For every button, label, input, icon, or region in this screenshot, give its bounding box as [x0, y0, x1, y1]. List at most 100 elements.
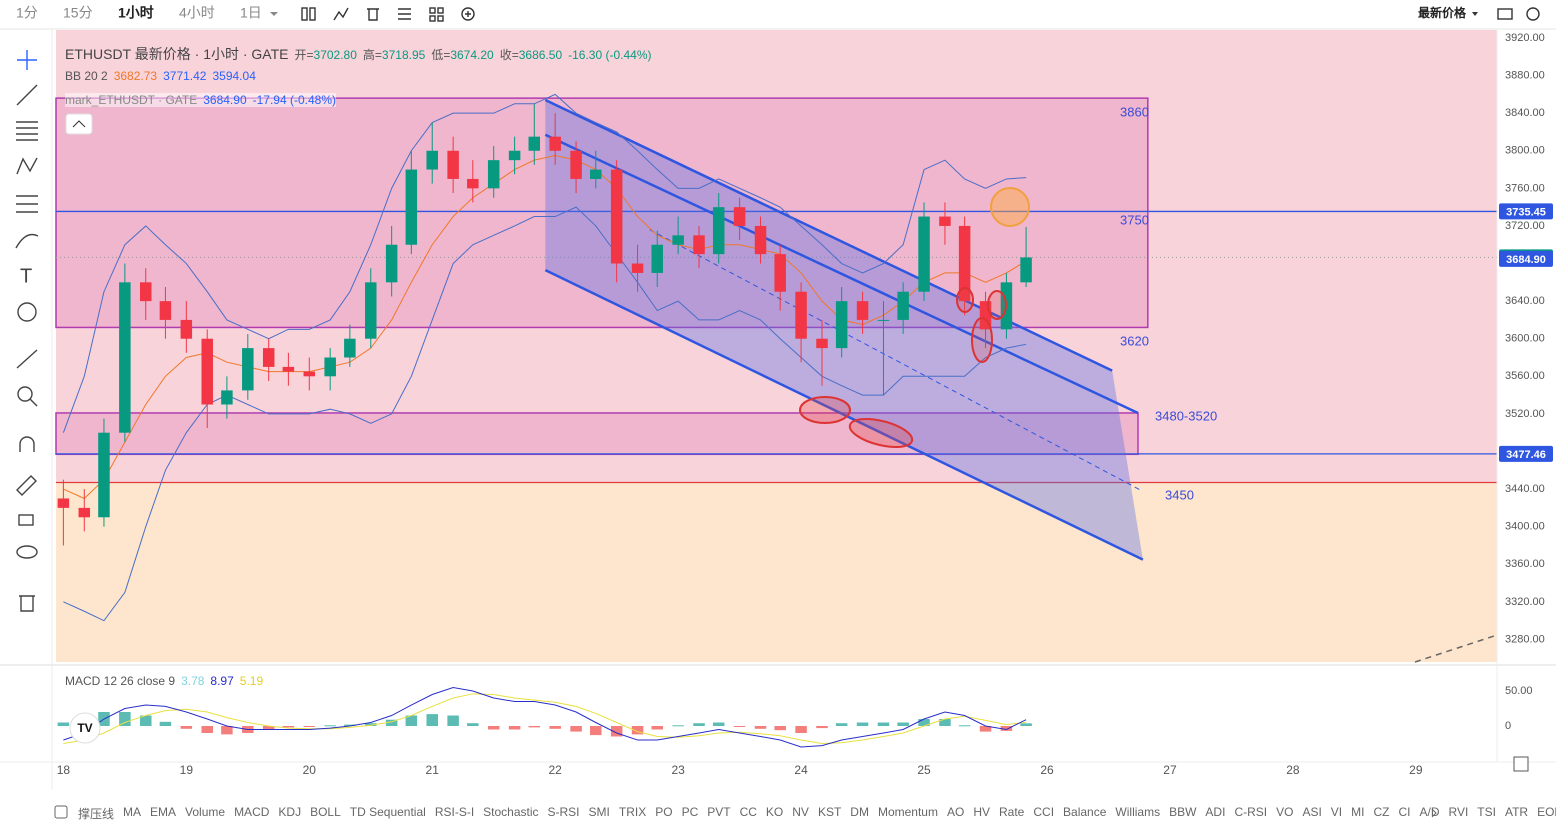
indicator-item[interactable]: ADI: [1205, 805, 1226, 819]
indicator-item[interactable]: TRIX: [618, 805, 647, 819]
mark-change: -17.94 (-0.48%): [252, 93, 336, 107]
candle-body: [221, 390, 233, 405]
indicator-item[interactable]: KDJ: [278, 805, 302, 819]
indicator-item[interactable]: MI: [1351, 805, 1365, 819]
calendar-icon[interactable]: [54, 805, 68, 819]
indicator-item[interactable]: RSI-S-I: [434, 805, 475, 819]
indicator-item[interactable]: TSI: [1477, 805, 1496, 819]
indicator-item[interactable]: EOM: [1537, 805, 1556, 819]
dropdown-arrow[interactable]: [1472, 12, 1478, 16]
indicator-item[interactable]: BBW: [1169, 805, 1197, 819]
price-mode[interactable]: 最新价格: [1418, 5, 1467, 20]
candle-body: [733, 207, 746, 226]
candle-body: [877, 319, 890, 321]
indicator-item[interactable]: EMA: [150, 805, 177, 819]
indicator-item[interactable]: BOLL: [310, 805, 341, 819]
indicator-item[interactable]: NV: [792, 805, 809, 819]
candle-body: [487, 160, 500, 189]
price-tag-label: 3477.46: [1506, 449, 1546, 461]
indicator-item[interactable]: C-RSI: [1234, 805, 1268, 819]
x-tick-label: 28: [1286, 763, 1300, 777]
candle-body: [98, 432, 110, 518]
y-tick-label: 3360.00: [1505, 558, 1545, 570]
indicator-item[interactable]: TD Sequential: [349, 805, 426, 819]
y-tick-label: 3320.00: [1505, 596, 1545, 608]
indicator-item[interactable]: RVI: [1448, 805, 1469, 819]
indicator-item[interactable]: VO: [1276, 805, 1294, 819]
collapse-icon[interactable]: [72, 120, 86, 128]
indicator-item[interactable]: Stochastic: [483, 805, 539, 819]
indicator-item[interactable]: DM: [850, 805, 869, 819]
left-toolbar[interactable]: T: [15, 50, 39, 612]
legend-label: 高=: [362, 48, 382, 62]
interval[interactable]: 1分: [16, 5, 38, 21]
indicator-item[interactable]: KST: [817, 805, 842, 819]
macd-hist: [180, 725, 193, 729]
interval[interactable]: 4小时: [179, 5, 215, 21]
indicator-item[interactable]: KO: [765, 805, 784, 819]
indicator-item[interactable]: S-RSI: [547, 805, 580, 819]
indicator-item[interactable]: ATR: [1504, 805, 1529, 819]
indicator-item[interactable]: PVT: [707, 805, 731, 819]
indicator-item[interactable]: CCI: [1033, 805, 1055, 819]
indicator-item[interactable]: SMI: [588, 805, 610, 819]
candle-body: [549, 136, 561, 151]
interval-active[interactable]: 1小时: [118, 5, 154, 21]
macd-hist: [672, 725, 684, 727]
macd-hist: [835, 723, 848, 726]
indicator-item[interactable]: AO: [946, 805, 965, 819]
price-tag-label: 3684.90: [1506, 254, 1546, 266]
indicator-item[interactable]: ASI: [1302, 805, 1322, 819]
indicator-item[interactable]: A/D: [1419, 805, 1440, 819]
indicator-item[interactable]: PC: [681, 805, 699, 819]
indicator-item[interactable]: CZ: [1373, 805, 1390, 819]
highlight-ellipse: [799, 396, 851, 424]
candle-body: [508, 150, 521, 161]
indicator-item[interactable]: Volume: [185, 805, 226, 819]
macd-hist: [528, 725, 541, 728]
y-tick-label: 3400.00: [1505, 521, 1545, 533]
toolbar-icons[interactable]: [301, 7, 1540, 22]
macd-hist: [712, 722, 725, 726]
macd-hist-value: 3.78: [181, 674, 205, 688]
y-tick-label: 3640.00: [1505, 295, 1545, 307]
macd-hist: [733, 725, 746, 727]
mark-name: mark_ETHUSDT · GATE: [65, 93, 198, 107]
legend-value: 3686.50: [518, 48, 563, 62]
indicator-item[interactable]: Balance: [1063, 805, 1107, 819]
candle-body: [201, 338, 213, 405]
interval[interactable]: 1日: [240, 5, 262, 21]
indicator-item[interactable]: CC: [739, 805, 757, 819]
y-tick-label: 3760.00: [1505, 182, 1545, 194]
indicator-item[interactable]: Williams: [1115, 805, 1161, 819]
candle-body: [651, 244, 663, 273]
candle-body: [610, 169, 623, 264]
collapse-button[interactable]: [65, 113, 93, 135]
macd-hist: [324, 725, 336, 727]
macd-hist: [958, 725, 971, 727]
dropdown-arrow[interactable]: [270, 12, 278, 16]
macd-hist: [939, 719, 951, 726]
price-tag: [1499, 203, 1553, 220]
indicator-item[interactable]: HV: [973, 805, 990, 819]
candle-body: [631, 263, 644, 273]
scale-button[interactable]: [1513, 756, 1529, 772]
text-tool[interactable]: T: [20, 265, 32, 287]
macd-hist: [549, 725, 561, 729]
indicator-item[interactable]: Rate: [999, 805, 1025, 819]
indicator-item[interactable]: Momentum: [877, 805, 938, 819]
macd-hist: [282, 725, 295, 728]
indicator-item[interactable]: CI: [1398, 805, 1411, 819]
macd-hist: [119, 712, 131, 726]
indicator-item[interactable]: MACD: [234, 805, 270, 819]
indicator-item[interactable]: 撑压线: [78, 807, 115, 821]
indicator-item[interactable]: VI: [1330, 805, 1343, 819]
indicator-item[interactable]: PO: [655, 805, 673, 819]
candle-body: [590, 169, 602, 179]
interval[interactable]: 15分: [63, 5, 93, 21]
indicator-item[interactable]: MA: [123, 805, 142, 819]
macd-hist: [918, 719, 930, 726]
next-icon[interactable]: [1431, 808, 1437, 818]
y-tick-label: 3520.00: [1505, 408, 1545, 420]
